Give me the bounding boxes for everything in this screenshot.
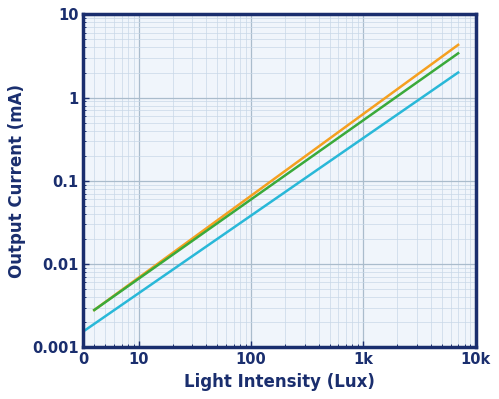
Red bbox=[314, 145, 320, 150]
Blue bbox=[310, 170, 316, 175]
Line: Red: Red bbox=[94, 45, 458, 310]
X-axis label: Light Intensity (Lux): Light Intensity (Lux) bbox=[184, 373, 375, 391]
Green bbox=[398, 91, 404, 96]
Red bbox=[92, 307, 98, 312]
Green bbox=[421, 75, 427, 80]
Line: Blue: Blue bbox=[83, 73, 458, 332]
Green bbox=[314, 150, 320, 155]
Red bbox=[455, 42, 461, 47]
Blue bbox=[82, 328, 88, 333]
Green bbox=[455, 51, 461, 56]
Y-axis label: Output Current (mA): Output Current (mA) bbox=[8, 84, 26, 278]
Line: Green: Green bbox=[94, 53, 458, 310]
Blue bbox=[420, 94, 426, 99]
Blue bbox=[80, 329, 86, 334]
Red bbox=[308, 150, 314, 154]
Green bbox=[92, 307, 98, 312]
Red bbox=[91, 308, 97, 312]
Red bbox=[398, 84, 404, 89]
Blue bbox=[396, 111, 402, 116]
Green bbox=[307, 156, 313, 160]
Red bbox=[307, 151, 313, 156]
Green bbox=[91, 308, 97, 312]
Red bbox=[421, 67, 427, 72]
Blue bbox=[303, 175, 309, 180]
Blue bbox=[302, 176, 308, 180]
Blue bbox=[455, 70, 461, 75]
Green bbox=[308, 155, 314, 160]
